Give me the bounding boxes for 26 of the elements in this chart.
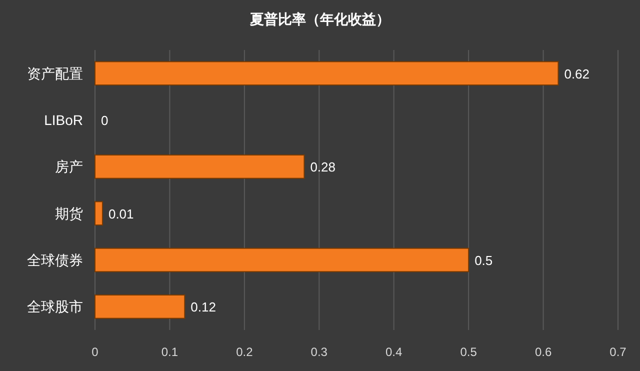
data-label: 0.01: [108, 206, 134, 222]
data-label: 0.12: [190, 300, 216, 315]
bar: [94, 61, 559, 86]
chart-title: 夏普比率（年化收益）: [249, 11, 390, 27]
x-tick-label: 0.4: [386, 345, 403, 359]
y-tick-label: LIBoR: [44, 112, 83, 128]
x-tick-label: 0.7: [610, 345, 627, 359]
y-tick-label: 全球股市: [27, 298, 83, 315]
x-tick-label: 0.6: [534, 345, 552, 359]
data-label: 0: [101, 113, 108, 128]
x-tick-label: 0.5: [460, 345, 478, 359]
bar: [94, 154, 305, 179]
x-tick-label: 0.3: [310, 345, 328, 359]
bar: [94, 201, 103, 226]
y-tick-label: 资产配置: [27, 65, 83, 82]
bar: [94, 294, 186, 319]
x-tick-label: 0: [92, 345, 99, 359]
data-label: 0.62: [564, 66, 590, 82]
y-tick-label: 期货: [55, 205, 83, 222]
y-tick-label: 全球债券: [27, 252, 83, 268]
bar: [94, 248, 470, 272]
y-tick-label: 房产: [55, 158, 83, 175]
data-label: 0.28: [310, 160, 336, 175]
x-tick-label: 0.1: [161, 345, 178, 359]
data-label: 0.5: [474, 253, 493, 268]
x-tick-label: 0.2: [236, 345, 254, 359]
